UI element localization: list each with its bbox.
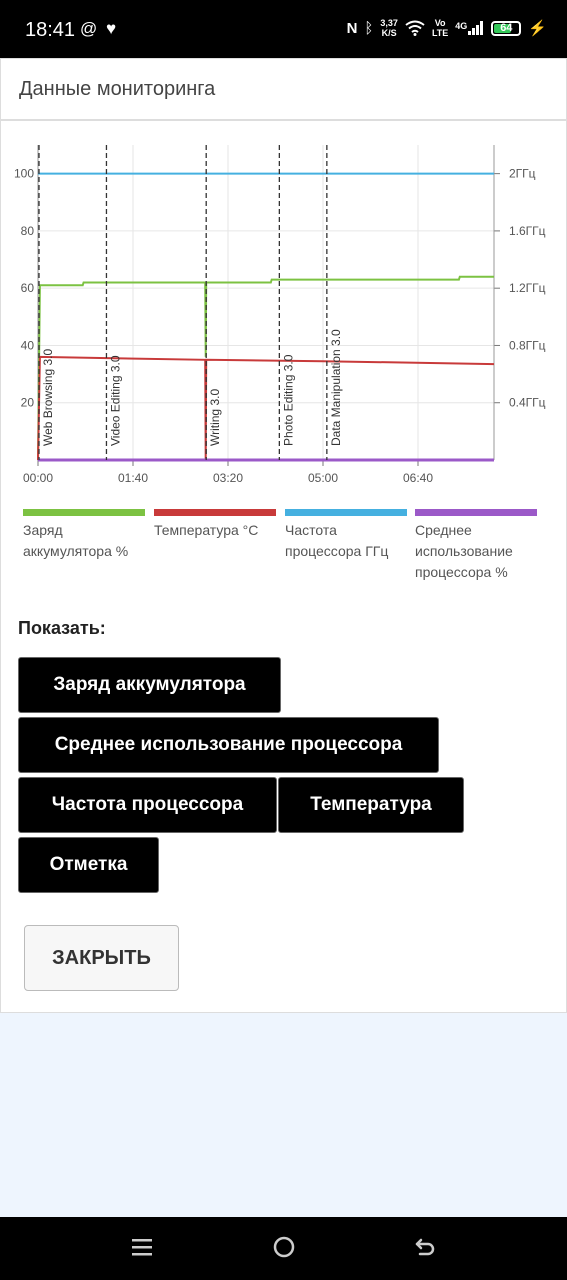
volte-top: Vo [434, 18, 446, 28]
status-bar: 18:41 @ ♥ N ᛒ 3,37 K/S Vo LTE 4G [0, 0, 567, 58]
status-right-icons: N ᛒ 3,37 K/S Vo LTE 4G 64 [347, 18, 547, 38]
back-icon[interactable] [413, 1235, 437, 1259]
status-left-icons: @ ♥ [80, 19, 116, 39]
heart-check-icon: ♥ [106, 19, 117, 38]
y-left-tick-label: 60 [21, 281, 35, 295]
x-tick-label: 06:40 [403, 471, 433, 485]
y-right-tick-label: 1.2ГГц [509, 281, 546, 295]
x-tick-label: 05:00 [308, 471, 338, 485]
legend-swatch-cpu-usage [415, 509, 537, 516]
toggle-cpu-usage-button[interactable]: Среднее использование процессора [18, 717, 439, 773]
legend-item-temperature: Температура °C [154, 509, 276, 541]
battery-icon: 64 [491, 20, 522, 36]
monitoring-panel: Данные мониторинга 100 2ГГц 80 1.6ГГц 60 1.2Г… [0, 58, 567, 1013]
at-icon: @ [80, 19, 98, 38]
signal-icon [468, 21, 484, 35]
home-icon[interactable] [272, 1235, 296, 1259]
marker-label: Writing 3.0 [208, 389, 222, 446]
marker-label: Video Editing 3.0 [108, 355, 122, 446]
y-right-tick-label: 0.8ГГц [509, 338, 546, 352]
toggle-battery-button[interactable]: Заряд аккумулятора [18, 657, 281, 713]
nfc-icon: N [346, 19, 358, 37]
y-left-tick-label: 100 [14, 167, 34, 181]
legend-swatch-temperature [154, 509, 276, 516]
legend-label-cpu-usage: Среднее использование процессора % [415, 522, 513, 580]
menu-icon[interactable] [130, 1235, 154, 1259]
show-label: Показать: [18, 618, 106, 638]
panel-header: Данные мониторинга [1, 59, 566, 121]
status-time: 18:41 [25, 19, 76, 41]
signal-indicator: 4G [455, 21, 484, 35]
marker-label: Photo Editing 3.0 [281, 354, 295, 446]
marker-label: Web Browsing 3.0 [41, 349, 55, 446]
net-speed-value: 3,37 [380, 18, 398, 28]
net-speed: 3,37 K/S [380, 18, 398, 38]
navigation-bar [0, 1217, 567, 1280]
volte-bottom: LTE [431, 28, 449, 38]
charging-icon: ⚡ [528, 20, 547, 37]
legend-label-cpu-frequency: Частота процессора ГГц [285, 522, 389, 559]
y-right-tick-label: 1.6ГГц [509, 224, 546, 238]
network-type: 4G [455, 21, 468, 31]
y-left-tick-label: 40 [21, 338, 35, 352]
volte-indicator: Vo LTE [432, 18, 448, 38]
x-tick-label: 01:40 [118, 471, 148, 485]
toggle-cpu-frequency-button[interactable]: Частота процессора [18, 777, 277, 833]
marker-label: Data Manipulation 3.0 [329, 329, 343, 446]
battery-level: 64 [500, 21, 513, 34]
series-line-1 [37, 275, 494, 461]
legend-label-temperature: Температура °C [154, 522, 259, 538]
page-title: Данные мониторинга [19, 78, 216, 100]
legend-item-battery: Заряд аккумулятора % [23, 509, 145, 562]
toggle-temperature-button[interactable]: Температура [278, 777, 464, 833]
legend-swatch-cpu-frequency [285, 509, 407, 516]
close-button[interactable]: ЗАКРЫТЬ [24, 925, 179, 991]
x-tick-label: 03:20 [213, 471, 243, 485]
toggle-marker-button[interactable]: Отметка [18, 837, 159, 893]
y-left-tick-label: 20 [21, 396, 35, 410]
wifi-icon [405, 20, 425, 36]
y-right-tick-label: 2ГГц [509, 167, 536, 181]
monitoring-chart: 100 2ГГц 80 1.6ГГц 60 1.2ГГц 40 0.8ГГц 20 0.4ГГц 0… [14, 145, 546, 485]
legend-item-cpu-usage: Среднее использование процессора % [415, 509, 537, 583]
legend-item-cpu-frequency: Частота процессора ГГц [285, 509, 407, 562]
x-tick-label: 00:00 [23, 471, 53, 485]
y-right-tick-label: 0.4ГГц [509, 396, 546, 410]
bluetooth-icon: ᛒ [364, 19, 374, 37]
y-left-tick-label: 80 [21, 224, 35, 238]
legend-label-battery: Заряд аккумулятора % [23, 522, 129, 559]
series-line-2 [37, 355, 495, 461]
net-speed-unit: K/S [381, 28, 397, 38]
legend-swatch-battery [23, 509, 145, 516]
